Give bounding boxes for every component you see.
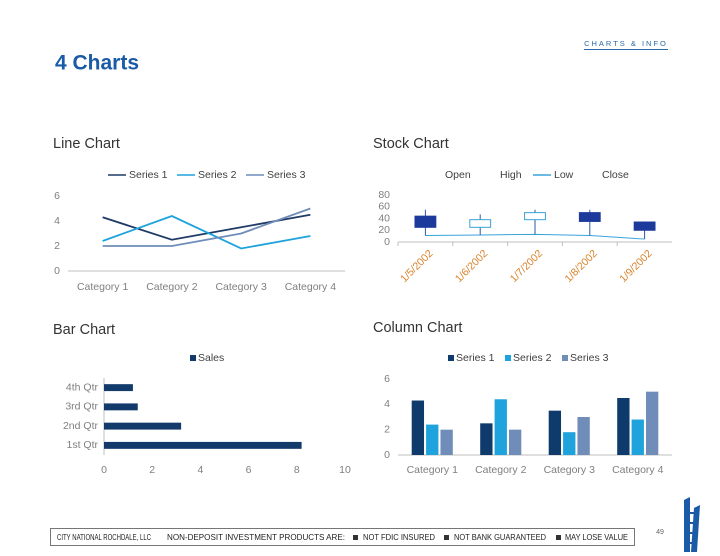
y-tick-label: 0: [54, 265, 60, 277]
legend-label: Sales: [198, 352, 224, 364]
bullet: [556, 535, 561, 540]
legend-swatch: [562, 355, 568, 361]
chart-title: Stock Chart: [373, 136, 449, 152]
y-tick-label: 6: [54, 190, 60, 202]
legend-label: Low: [554, 169, 574, 181]
slide-title: 4 Charts: [55, 52, 139, 75]
bar: [104, 422, 182, 430]
legend-label: Series 1: [456, 352, 495, 364]
legend-swatch: [190, 355, 196, 361]
legend-label: Open: [445, 169, 471, 181]
candle-body: [524, 212, 546, 221]
candle-body: [578, 212, 601, 222]
y-tick-label: 1st Qtr: [66, 439, 98, 451]
bar: [494, 399, 507, 455]
x-tick-label: 4: [197, 464, 203, 476]
bar: [104, 403, 138, 411]
candle-body: [633, 221, 656, 231]
x-tick-label: Category 2: [146, 281, 198, 293]
section-header: CHARTS & INFO: [584, 39, 668, 48]
bar: [480, 423, 493, 455]
legend-label: High: [500, 169, 522, 181]
bar: [548, 410, 562, 455]
x-tick-label: 10: [339, 464, 351, 476]
x-tick-label: Category 1: [407, 464, 459, 476]
legend-swatch: [505, 355, 511, 361]
x-tick-label: Category 3: [544, 464, 596, 476]
bar: [617, 398, 630, 455]
x-tick-label: 8: [294, 464, 300, 476]
x-tick-label: Category 4: [612, 464, 664, 476]
candle-body: [469, 219, 492, 228]
bar: [645, 391, 659, 455]
x-tick-label: 0: [101, 464, 107, 476]
footer-company: CITY NATIONAL ROCHDALE, LLC: [57, 532, 151, 542]
y-tick-label: 40: [378, 212, 390, 224]
legend-label: Series 2: [513, 352, 552, 364]
legend-label: Series 3: [570, 352, 609, 364]
chart-title: Bar Chart: [53, 322, 115, 338]
bar: [577, 417, 590, 455]
bullet: [444, 535, 449, 540]
x-tick-label: Category 2: [475, 464, 527, 476]
y-tick-label: 3rd Qtr: [65, 401, 98, 413]
legend-label: Series 1: [129, 169, 168, 181]
bar: [631, 419, 644, 455]
y-tick-label: 2: [54, 240, 60, 252]
x-tick-label: 2: [149, 464, 155, 476]
candle-body: [414, 215, 437, 228]
y-tick-label: 4th Qtr: [66, 381, 99, 393]
x-tick-label: Category 4: [285, 281, 337, 293]
chart-title: Line Chart: [53, 136, 120, 152]
y-tick-label: 80: [378, 189, 390, 201]
y-tick-label: 20: [378, 224, 390, 236]
chart-title: Column Chart: [373, 320, 462, 336]
y-tick-label: 0: [384, 236, 390, 248]
y-tick-label: 4: [54, 215, 60, 227]
bar: [411, 400, 425, 455]
x-tick-label: Category 1: [77, 281, 129, 293]
bar: [104, 441, 302, 449]
y-tick-label: 60: [378, 201, 390, 213]
footer-notice: NON-DEPOSIT INVESTMENT PRODUCTS ARE:: [167, 532, 345, 542]
footer-item: NOT BANK GUARANTEED: [454, 532, 546, 542]
footer-item: MAY LOSE VALUE: [565, 532, 628, 542]
bar: [104, 384, 133, 392]
legend-label: Series 3: [267, 169, 306, 181]
bar: [426, 424, 439, 455]
logo: [684, 497, 700, 552]
y-tick-label: 2nd Qtr: [63, 420, 99, 432]
legend-swatch: [448, 355, 454, 361]
line-series: [102, 215, 311, 250]
bullet: [353, 535, 358, 540]
line-series: [102, 207, 311, 247]
footer-box: [50, 528, 635, 546]
bar: [563, 432, 576, 455]
bar: [508, 429, 522, 455]
legend-label: Close: [602, 169, 629, 181]
y-tick-label: 2: [384, 423, 390, 435]
page-number: 49: [656, 529, 664, 536]
x-tick-label: Category 3: [215, 281, 267, 293]
footer-item: NOT FDIC INSURED: [363, 532, 435, 542]
x-tick-label: 6: [246, 464, 252, 476]
y-tick-label: 4: [384, 398, 390, 410]
bar: [440, 429, 453, 455]
legend-label: Series 2: [198, 169, 237, 181]
y-tick-label: 0: [384, 449, 390, 461]
y-tick-label: 6: [384, 373, 390, 385]
